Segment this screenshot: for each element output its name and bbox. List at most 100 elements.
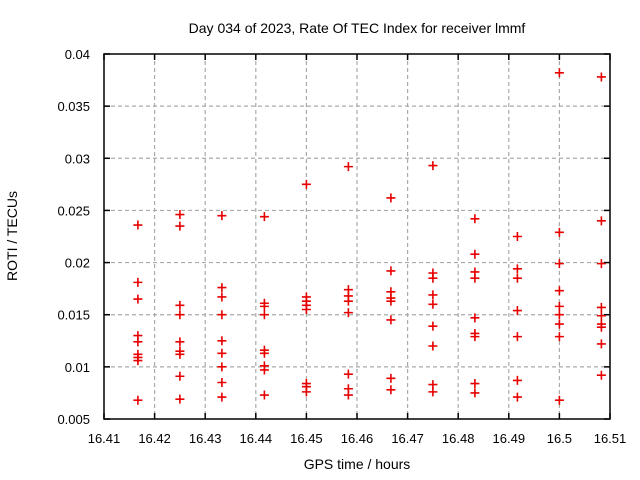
data-point-plus-marker — [386, 373, 396, 383]
data-point-plus-marker — [133, 220, 143, 230]
data-point-plus-marker — [133, 395, 143, 405]
data-point-plus-marker — [554, 227, 564, 237]
data-point-plus-marker — [343, 162, 353, 172]
data-point-plus-marker — [217, 392, 227, 402]
y-tick-label: 0.01 — [65, 360, 90, 375]
data-point-plus-marker — [259, 301, 269, 311]
data-point-plus-marker — [343, 296, 353, 306]
data-point-plus-marker — [133, 356, 143, 366]
data-point-plus-marker — [512, 273, 522, 283]
tick-labels: 16.41 16.42 16.43 16.44 16.45 16.46 16.47 16.48… — [57, 47, 626, 446]
x-tick-label: 16.43 — [189, 431, 222, 446]
data-point-plus-marker — [217, 292, 227, 302]
data-point-plus-marker — [175, 221, 185, 231]
data-point-plus-marker — [301, 179, 311, 189]
data-point-plus-marker — [596, 216, 606, 226]
data-point-plus-marker — [175, 349, 185, 359]
data-point-plus-marker — [470, 388, 480, 398]
data-point-plus-marker — [470, 379, 480, 389]
data-point-plus-marker — [512, 332, 522, 342]
data-point-plus-marker — [554, 319, 564, 329]
data-point-plus-marker — [217, 336, 227, 346]
data-point-plus-marker — [428, 321, 438, 331]
data-point-plus-marker — [596, 259, 606, 269]
data-point-plus-marker — [554, 395, 564, 405]
x-tick-label: 16.42 — [138, 431, 171, 446]
data-point-plus-marker — [554, 301, 564, 311]
x-tick-label: 16.5 — [547, 431, 572, 446]
y-tick-label: 0.02 — [65, 256, 90, 271]
data-point-plus-marker — [386, 296, 396, 306]
data-point-plus-marker — [301, 387, 311, 397]
data-point-plus-marker — [133, 337, 143, 347]
y-tick-label: 0.025 — [57, 203, 90, 218]
data-point-plus-marker — [259, 365, 269, 375]
data-point-plus-marker — [386, 385, 396, 395]
data-point-plus-marker — [512, 306, 522, 316]
data-point-plus-marker — [386, 315, 396, 325]
data-point-plus-marker — [428, 341, 438, 351]
data-point-plus-marker — [470, 249, 480, 259]
data-point-plus-marker — [596, 370, 606, 380]
data-point-plus-marker — [259, 310, 269, 320]
data-point-plus-marker — [175, 310, 185, 320]
data-point-plus-marker — [554, 310, 564, 320]
y-axis-label: ROTI / TECUs — [4, 191, 20, 281]
data-point-plus-marker — [259, 212, 269, 222]
y-tick-label: 0.04 — [65, 47, 90, 62]
data-point-plus-marker — [596, 339, 606, 349]
y-tick-label: 0.005 — [57, 412, 90, 427]
data-point-plus-marker — [512, 264, 522, 274]
data-points — [133, 68, 606, 405]
data-point-plus-marker — [512, 375, 522, 385]
data-point-plus-marker — [386, 193, 396, 203]
data-point-plus-marker — [428, 290, 438, 300]
data-point-plus-marker — [343, 390, 353, 400]
data-point-plus-marker — [301, 305, 311, 314]
data-point-plus-marker — [175, 371, 185, 381]
x-tick-label: 16.48 — [442, 431, 475, 446]
data-point-plus-marker — [217, 283, 227, 293]
data-point-plus-marker — [554, 68, 564, 78]
data-point-plus-marker — [175, 300, 185, 310]
y-tick-label: 0.015 — [57, 308, 90, 323]
x-tick-label: 16.44 — [240, 431, 273, 446]
data-point-plus-marker — [217, 310, 227, 320]
data-point-plus-marker — [470, 313, 480, 323]
data-point-plus-marker — [512, 392, 522, 402]
x-tick-label: 16.47 — [391, 431, 424, 446]
x-tick-label: 16.49 — [493, 431, 526, 446]
data-point-plus-marker — [175, 337, 185, 347]
data-point-plus-marker — [217, 348, 227, 358]
data-point-plus-marker — [133, 277, 143, 287]
data-point-plus-marker — [428, 161, 438, 171]
y-tick-label: 0.035 — [57, 99, 90, 114]
data-point-plus-marker — [428, 299, 438, 309]
data-point-plus-marker — [596, 311, 606, 321]
data-point-plus-marker — [554, 286, 564, 296]
x-tick-label: 16.46 — [341, 431, 374, 446]
data-point-plus-marker — [259, 390, 269, 400]
data-point-plus-marker — [512, 232, 522, 241]
data-point-plus-marker — [470, 273, 480, 283]
y-tick-label: 0.03 — [65, 151, 90, 166]
data-point-plus-marker — [386, 266, 396, 276]
x-axis-label: GPS time / hours — [304, 456, 411, 472]
x-tick-label: 16.41 — [88, 431, 121, 446]
data-point-plus-marker — [554, 259, 564, 269]
data-point-plus-marker — [554, 332, 564, 342]
data-point-plus-marker — [428, 387, 438, 397]
data-point-plus-marker — [596, 72, 606, 82]
axes-frame — [103, 53, 611, 420]
data-point-plus-marker — [596, 302, 606, 312]
data-point-plus-marker — [175, 210, 185, 220]
data-point-plus-marker — [133, 294, 143, 304]
data-point-plus-marker — [259, 348, 269, 358]
data-point-plus-marker — [470, 332, 480, 342]
grid-lines — [104, 54, 610, 419]
data-point-plus-marker — [428, 273, 438, 283]
data-point-plus-marker — [217, 211, 227, 221]
data-point-plus-marker — [596, 322, 606, 332]
